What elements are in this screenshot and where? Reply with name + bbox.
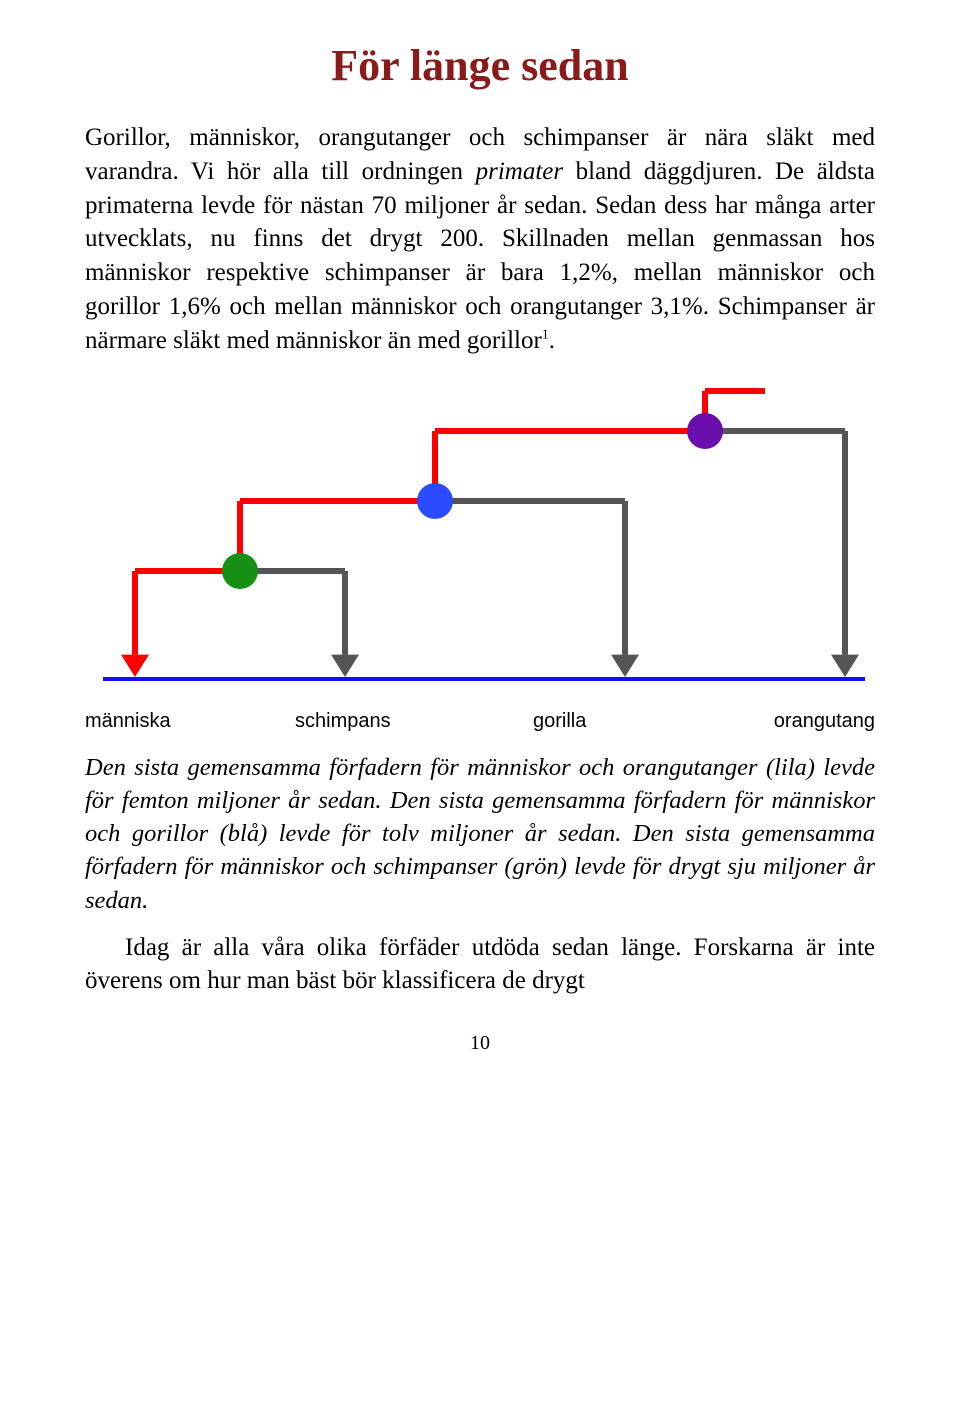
p1-part-c: . <box>549 327 555 354</box>
label-gorilla: gorilla <box>477 710 693 733</box>
p1-superscript: 1 <box>542 326 549 341</box>
label-schimpans: schimpans <box>267 710 455 733</box>
diagram-labels: människa schimpans gorilla orangutang <box>85 710 875 733</box>
label-orangutang: orangutang <box>715 710 875 733</box>
p1-part-b: bland däggdjuren. De äldsta primaterna l… <box>85 158 875 354</box>
paragraph-2: Idag är alla våra olika förfäder utdöda … <box>85 931 875 999</box>
paragraph-1: Gorillor, människor, orangutanger och sc… <box>85 121 875 357</box>
page-number: 10 <box>85 1032 875 1055</box>
diagram-caption: Den sista gemensamma förfadern för männi… <box>85 751 875 916</box>
p1-italic-primater: primater <box>476 158 564 185</box>
phylogeny-diagram: människa schimpans gorilla orangutang <box>85 381 875 733</box>
page-title: För länge sedan <box>85 40 875 91</box>
label-manniska: människa <box>85 710 245 733</box>
tree-svg <box>85 381 875 701</box>
